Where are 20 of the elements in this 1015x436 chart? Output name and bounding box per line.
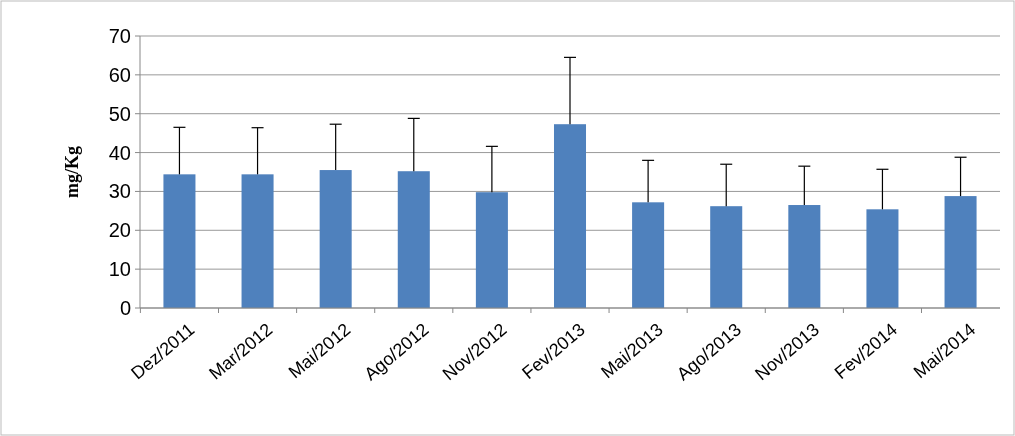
bar — [553, 124, 587, 308]
bar — [788, 205, 821, 308]
y-tick-label: 50 — [108, 102, 131, 125]
y-tick-label: 40 — [108, 141, 131, 164]
y-tick-label: 10 — [108, 258, 131, 281]
bar — [241, 174, 274, 308]
bar — [710, 206, 743, 308]
y-tick-label: 20 — [108, 219, 131, 242]
y-axis-title: mg/Kg — [62, 146, 82, 198]
y-tick-label: 70 — [108, 25, 131, 47]
bar — [397, 171, 430, 308]
y-tick-label: 0 — [119, 297, 131, 319]
bar — [319, 170, 352, 308]
bar — [944, 196, 977, 308]
bar — [475, 192, 508, 308]
bar — [866, 209, 899, 308]
bar — [163, 174, 196, 308]
bar — [632, 202, 665, 308]
y-tick-label: 60 — [108, 63, 131, 86]
y-tick-label: 30 — [108, 180, 131, 203]
